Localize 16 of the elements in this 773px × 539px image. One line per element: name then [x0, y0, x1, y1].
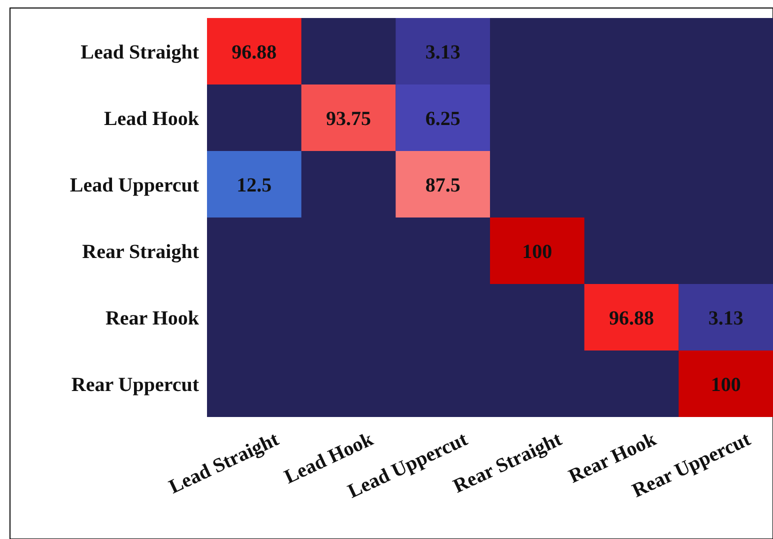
data-label: 87.5 — [425, 174, 460, 196]
y-tick-label: Lead Straight — [80, 41, 200, 64]
data-label: 96.88 — [232, 41, 277, 64]
data-label: 3.13 — [425, 41, 460, 64]
y-tick-label: Rear Straight — [82, 240, 200, 263]
data-label: 100 — [522, 240, 552, 263]
data-label: 100 — [710, 374, 741, 396]
y-tick-label: Rear Hook — [105, 307, 200, 330]
y-tick-label: Rear Uppercut — [71, 374, 200, 396]
data-label: 12.5 — [236, 174, 272, 196]
data-label: 93.75 — [326, 108, 371, 130]
data-label: 6.25 — [425, 108, 460, 130]
y-tick-label: Lead Hook — [104, 108, 200, 130]
y-tick-label: Lead Uppercut — [70, 174, 200, 196]
data-label: 3.13 — [708, 307, 744, 330]
data-label: 96.88 — [609, 307, 654, 330]
